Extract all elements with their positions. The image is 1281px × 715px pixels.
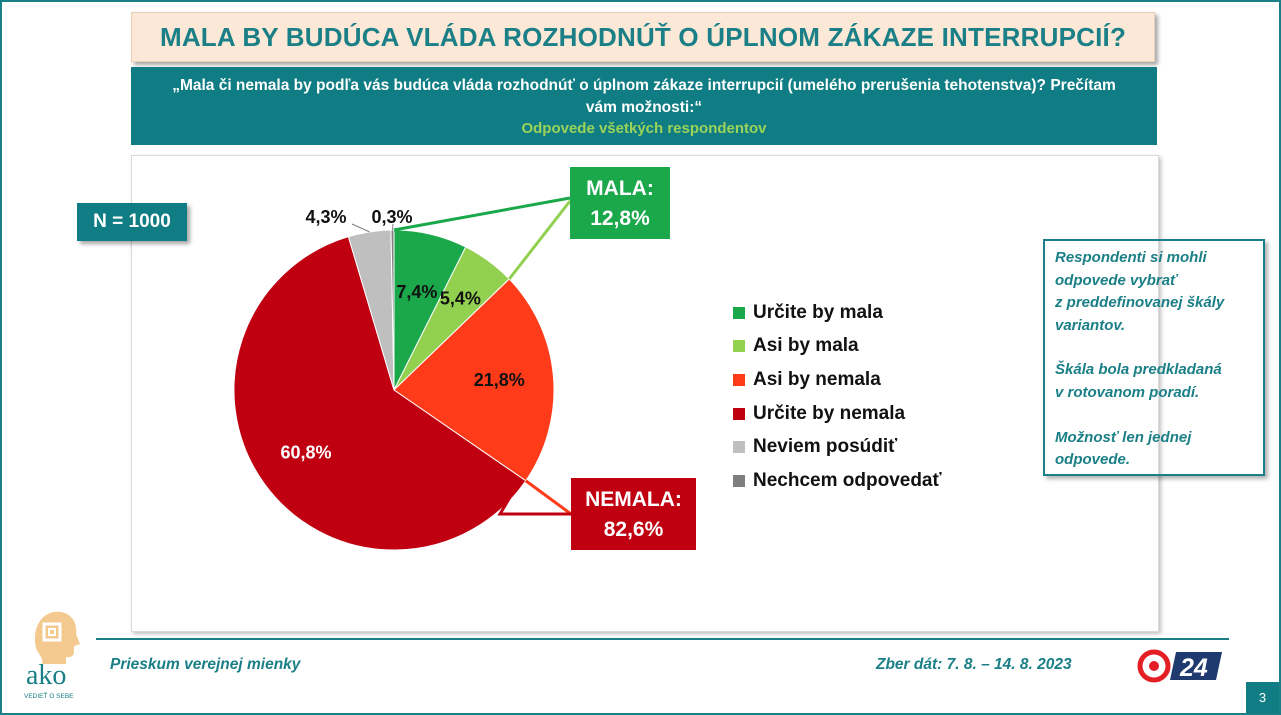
note-line: odpovede. [1055,451,1131,469]
legend-swatch [733,340,745,353]
logo-wordmark: ako [26,660,66,691]
footer-divider [96,638,1229,640]
legend-label: Určite by mala [753,301,883,323]
slide-title: MALA BY BUDÚCA VLÁDA ROZHODNÚŤ O ÚPLNOM … [159,21,1127,52]
brand-circle-icon [1137,649,1171,683]
group-connector [393,196,571,232]
note-paragraph-1: Respondenti si mohli odpovede vybrať z p… [1055,247,1253,337]
pie-data-label: 21,8% [474,370,525,390]
legend-swatch [733,306,745,319]
legend-label: Asi by mala [753,335,859,357]
question-box: „Mala či nemala by podľa vás budúca vlád… [131,67,1157,145]
logo-head-icon [34,611,80,664]
mala-group-value: 12,8% [590,207,650,230]
group-connector [508,200,572,280]
note-line: variantov. [1055,316,1126,334]
note-paragraph-3: Možnosť len jednej odpovede. [1055,427,1253,472]
note-line: Škála bola predkladaná [1055,361,1222,379]
mala-group-box: MALA: 12,8% [570,167,670,239]
page-number: 3 [1246,682,1279,713]
note-line: Respondenti si mohli [1055,249,1207,266]
pie-data-label: 0,3% [371,207,412,227]
sample-size-label: N = 1000 [93,211,171,232]
legend-label: Určite by nemala [753,402,906,424]
legend-swatch [733,407,745,420]
mala-group-label: MALA: [586,177,654,200]
logo-tagline: VEDIEŤ O SEBE [24,691,74,700]
legend-item: Nechcem odpovedať [733,464,942,498]
legend-item: Asi by nemala [733,363,942,397]
logo-maze-icon [42,622,62,642]
group-connector [497,491,571,516]
legend-label: Neviem posúdiť [753,436,898,458]
legend-swatch [733,441,745,454]
legend-label: Nechcem odpovedať [753,469,942,491]
chart-legend: Určite by mala Asi by mala Asi by nemala Ur… [733,296,942,498]
question-subtitle: Odpovede všetkých respondentov [521,120,767,137]
legend-item: Určite by mala [733,296,942,330]
note-paragraph-2: Škála bola predkladaná v rotovanom porad… [1055,359,1253,404]
legend-swatch [733,474,745,487]
note-line: v rotovanom poradí. [1055,383,1200,401]
question-text: „Mala či nemala by podľa vás budúca vlád… [172,77,1116,116]
methodology-note: Respondenti si mohli odpovede vybrať z p… [1043,239,1265,476]
pie-slice [233,236,527,551]
nemala-group-label: NEMALA: [585,488,682,511]
brand-logo: 24 [1137,649,1222,683]
legend-item: Určite by nemala [733,397,942,431]
legend-item: Asi by mala [733,330,942,364]
leader-line [391,223,394,231]
pie-slice [393,278,555,482]
legend-swatch [733,373,745,386]
footer-survey-label: Prieskum verejnej mienky [110,656,301,673]
pie-data-label: 5,4% [440,289,481,309]
nemala-group-value: 82,6% [603,518,664,541]
note-line: odpovede vybrať [1055,271,1178,289]
pie-data-label: 60,8% [280,443,331,463]
sample-size-badge: N = 1000 [77,203,187,241]
note-line: Možnosť len jednej [1055,428,1192,446]
leader-line [351,223,370,233]
note-line: z preddefinovanej škály [1055,294,1225,312]
footer-collection-dates: Zber dát: 7. 8. – 14. 8. 2023 [876,656,1072,673]
legend-item: Neviem posúdiť [733,430,942,464]
nemala-group-box: NEMALA: 82,6% [571,478,696,550]
title-box: MALA BY BUDÚCA VLÁDA ROZHODNÚŤ O ÚPLNOM … [131,12,1155,62]
pie-data-label: 4,3% [305,207,346,227]
group-connector [524,479,572,516]
pie-data-label: 7,4% [396,282,437,302]
brand-text: 24 [1179,654,1208,682]
legend-label: Asi by nemala [753,368,881,390]
ako-logo: ako VEDIEŤ O SEBE [24,611,80,700]
